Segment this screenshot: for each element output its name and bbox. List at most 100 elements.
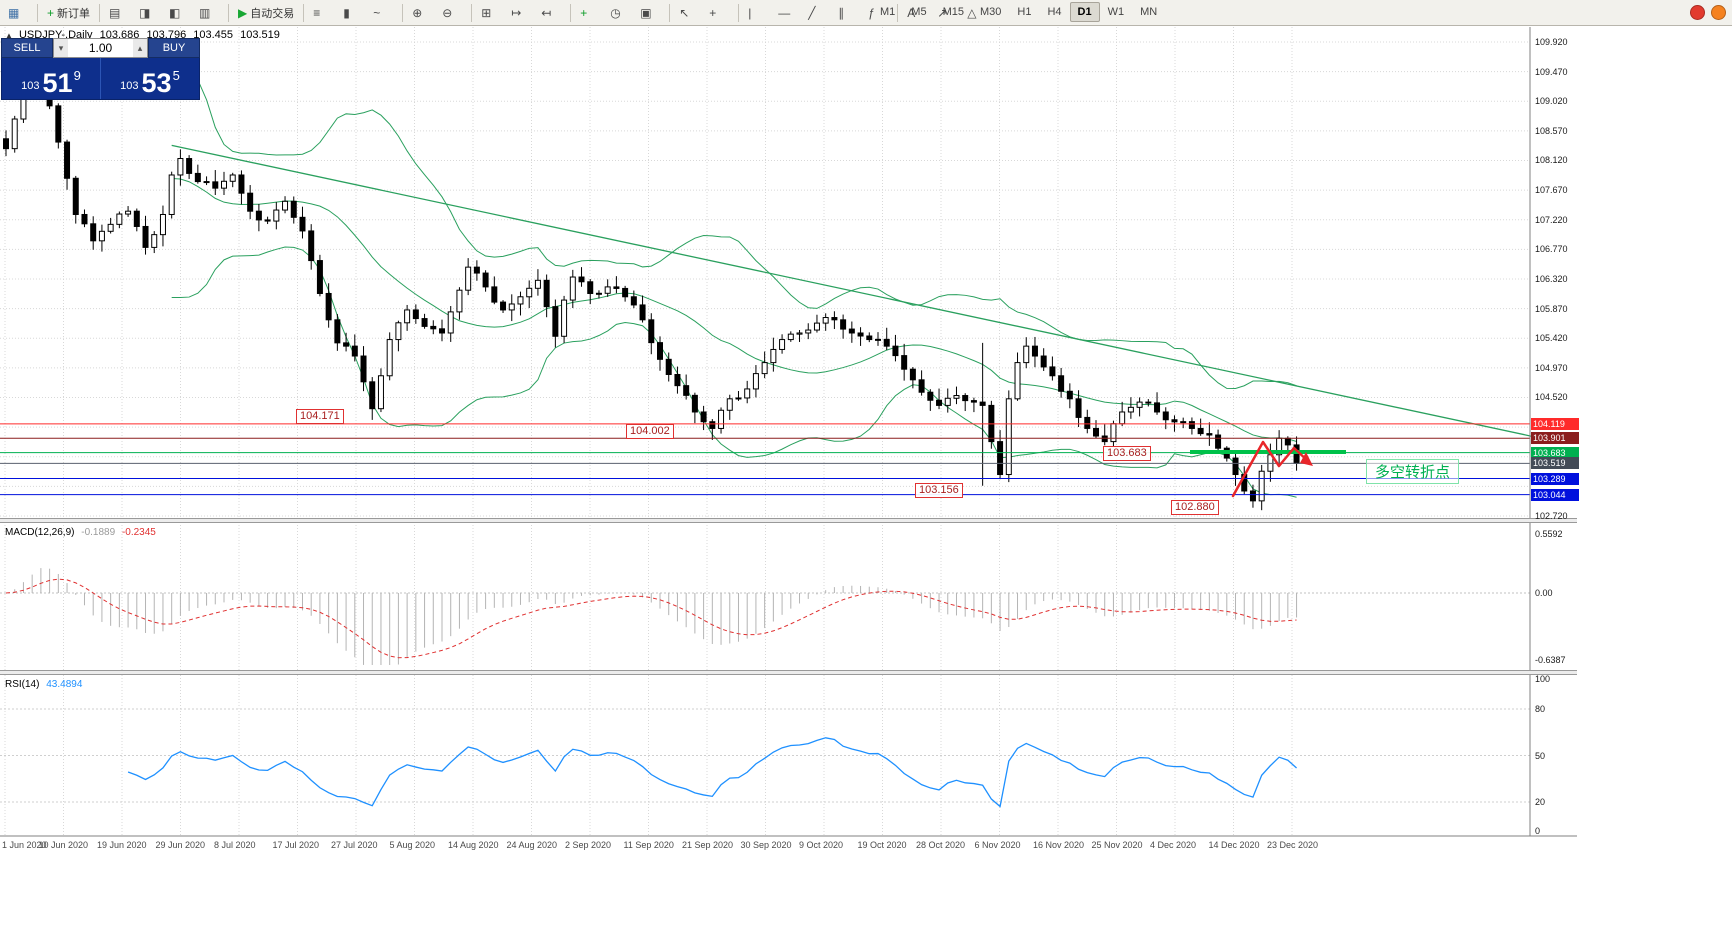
macd-label: MACD(12,26,9) -0.1889 -0.2345 xyxy=(5,527,156,538)
chart-symbol-icon: ▲ xyxy=(5,31,13,40)
zoom-in-icon-glyph: ⊕ xyxy=(412,5,423,20)
new-order-button[interactable]: + 新订单 xyxy=(43,2,94,24)
timeframe-m15-button[interactable]: M15 xyxy=(942,6,964,18)
toolbar-right-icons xyxy=(1690,5,1726,20)
market-watch-icon[interactable]: ▤ xyxy=(105,2,133,24)
alert-icon[interactable] xyxy=(1690,5,1705,20)
charts-window-icon[interactable]: ▦ xyxy=(4,2,32,24)
timeframe-d1-button[interactable]: D1 xyxy=(1069,2,1100,22)
zoom-out-icon[interactable]: ⊖ xyxy=(438,2,466,24)
buy-button[interactable]: BUY xyxy=(148,38,200,58)
price-tick-label: 104.520 xyxy=(1535,392,1568,403)
timeframe-w1-button[interactable]: W1 xyxy=(1107,6,1125,18)
toolbar-separator xyxy=(303,3,305,22)
sell-price-pip: 9 xyxy=(73,68,81,83)
shapes-icon[interactable]: △ xyxy=(963,2,991,24)
rsi-tick-label: 80 xyxy=(1535,704,1546,714)
sell-price[interactable]: 103 51 9 xyxy=(2,58,101,99)
bar-chart-icon-glyph: ≡ xyxy=(313,5,321,20)
sell-button[interactable]: SELL xyxy=(1,38,53,58)
price-annotation-box[interactable]: 104.002 xyxy=(626,424,674,439)
new-order-button-label: 新订单 xyxy=(57,7,91,20)
auto-scroll-icon[interactable]: ↦ xyxy=(507,2,535,24)
fibonacci-icon[interactable]: ƒ xyxy=(864,2,892,24)
arrow-tool-icon[interactable]: ↗ xyxy=(933,2,961,24)
date-label: 23 Dec 2020 xyxy=(1267,840,1319,850)
cursor-icon[interactable]: ↖ xyxy=(675,2,703,24)
panel-separator[interactable] xyxy=(0,518,1577,523)
timeframe-m1-button[interactable]: M1 xyxy=(880,6,896,18)
lot-decrease-button[interactable]: ▾ xyxy=(54,39,68,57)
price-tick-label: 107.670 xyxy=(1535,185,1568,196)
fibonacci-icon-glyph: ƒ xyxy=(868,5,875,20)
price-tick-label: 109.920 xyxy=(1535,37,1568,47)
lot-size-input[interactable]: 1.00 xyxy=(68,39,133,57)
price-tick-label: 105.420 xyxy=(1535,333,1568,344)
toolbar-separator xyxy=(738,3,740,22)
price-tick-label: 102.720 xyxy=(1535,510,1568,521)
rsi-name: RSI(14) xyxy=(5,679,40,690)
tile-windows-icon-glyph: ⊞ xyxy=(481,5,492,20)
panel-separator[interactable] xyxy=(0,670,1577,675)
channel-icon[interactable]: ∥ xyxy=(834,2,862,24)
news-icon[interactable] xyxy=(1711,5,1726,20)
axis-price-badge: 103.519 xyxy=(1531,457,1579,470)
zoom-in-icon[interactable]: ⊕ xyxy=(408,2,436,24)
horizontal-line-icon-glyph: ― xyxy=(778,5,791,20)
tile-windows-icon[interactable]: ⊞ xyxy=(477,2,505,24)
price-annotation-box[interactable]: 102.880 xyxy=(1171,500,1219,515)
one-click-trading-panel: SELL ▾ 1.00 ▴ BUY 103 51 9 103 53 5 xyxy=(1,38,200,100)
price-tick-label: 107.220 xyxy=(1535,214,1568,225)
market-watch-icon-glyph: ▤ xyxy=(109,5,121,20)
price-annotation-box[interactable]: 103.683 xyxy=(1103,446,1151,461)
buy-price-base: 103 xyxy=(120,80,139,92)
autotrading-button[interactable]: ▶ 自动交易 xyxy=(234,2,298,24)
templates-icon[interactable]: ▣ xyxy=(636,2,664,24)
rsi-value: 43.4894 xyxy=(46,679,83,690)
lot-increase-button[interactable]: ▴ xyxy=(133,39,147,57)
toolbar-groups: ▦ + 新订单 ▤ ◨ ◧ ▥ ▶ 自动交易 ≡ ▮ ~ ⊕ ⊖ ⊞ ↦ ↤ + ◷ ▣ ↖ + | ― ╱ ∥ ƒ A ↗ △ xyxy=(4,2,991,24)
data-window-icon-glyph: ◨ xyxy=(139,5,151,20)
buy-price[interactable]: 103 53 5 xyxy=(101,58,199,99)
timeframe-mn-button[interactable]: MN xyxy=(1140,6,1158,18)
timeframe-m30-button[interactable]: M30 xyxy=(979,6,1002,18)
date-label: 29 Jun 2020 xyxy=(155,840,206,850)
timeframe-m5-button[interactable]: M5 xyxy=(911,6,927,18)
periods-icon[interactable]: ◷ xyxy=(606,2,634,24)
data-window-icon[interactable]: ◨ xyxy=(135,2,163,24)
crosshair-icon[interactable]: + xyxy=(705,2,733,24)
price-annotation-box[interactable]: 104.171 xyxy=(296,409,344,424)
candlestick-chart-icon-glyph: ▮ xyxy=(343,5,350,20)
timeframe-h1-button[interactable]: H1 xyxy=(1017,6,1032,18)
line-chart-icon[interactable]: ~ xyxy=(369,2,397,24)
rsi-tick-label: 50 xyxy=(1535,750,1546,761)
chart-shift-icon[interactable]: ↤ xyxy=(537,2,565,24)
vertical-line-icon[interactable]: | xyxy=(744,2,772,24)
ohlc-close: 103.519 xyxy=(240,29,280,41)
indicators-icon[interactable]: + xyxy=(576,2,604,24)
text-icon[interactable]: A xyxy=(903,2,931,24)
timeframe-h4-button[interactable]: H4 xyxy=(1047,6,1062,18)
macd-tick-label: -0.6387 xyxy=(1535,655,1566,666)
turning-point-label[interactable]: 多空转折点 xyxy=(1366,459,1460,484)
axis-price-badge: 103.044 xyxy=(1531,488,1579,501)
ohlc-low: 103.455 xyxy=(193,29,234,41)
horizontal-line-icon[interactable]: ― xyxy=(774,2,802,24)
bar-chart-icon[interactable]: ≡ xyxy=(309,2,337,24)
trendline-icon[interactable]: ╱ xyxy=(804,2,832,24)
buy-price-pip: 5 xyxy=(172,68,180,83)
toolbar-separator xyxy=(471,3,473,22)
timeframe-bar: M1 M5 M15 M30 H1 H4 D1 W1 MN xyxy=(872,2,1165,22)
date-label: 10 Jun 2020 xyxy=(38,840,89,850)
terminal-icon[interactable]: ▥ xyxy=(195,2,223,24)
candlestick-chart-icon[interactable]: ▮ xyxy=(339,2,367,24)
crosshair-icon-glyph: + xyxy=(709,5,717,20)
macd-value: -0.1889 xyxy=(81,527,116,538)
price-annotation-box[interactable]: 103.156 xyxy=(915,483,963,498)
shapes-icon-glyph: △ xyxy=(967,5,977,20)
date-label: 28 Oct 2020 xyxy=(916,840,966,850)
navigator-icon-glyph: ◧ xyxy=(169,5,181,20)
navigator-icon[interactable]: ◧ xyxy=(165,2,193,24)
